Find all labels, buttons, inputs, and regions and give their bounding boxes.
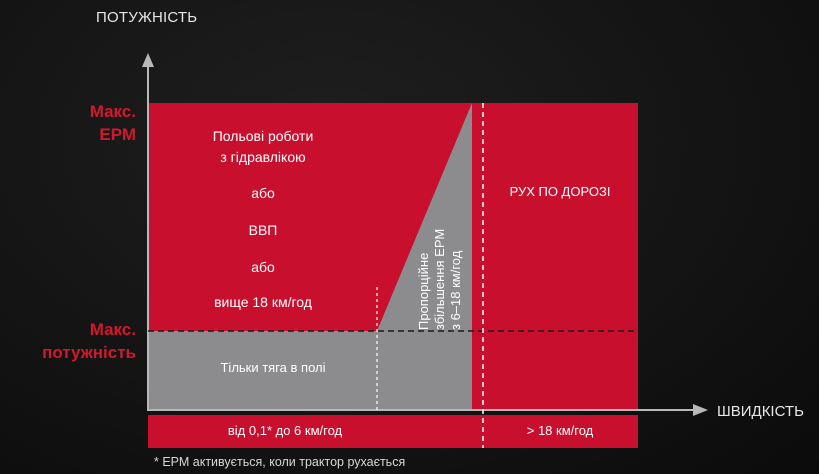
proportional-ramp xyxy=(377,103,472,410)
proportional-label-line-3: з 6–18 км/год xyxy=(448,250,463,330)
traction-only-label: Тільки тяга в полі xyxy=(220,360,326,375)
speed-band-low: від 0,1* до 6 км/год xyxy=(227,423,343,438)
field-work-or-2: або xyxy=(251,259,275,275)
field-work-or-1: або xyxy=(251,185,275,201)
x-axis-arrow-icon xyxy=(693,404,708,416)
field-work-above-speed: вище 18 км/год xyxy=(214,294,312,310)
proportional-label-line-2: збільшення ЕРМ xyxy=(432,229,447,330)
speed-band xyxy=(148,415,638,448)
max-epm-label: Макс. ЕРМ xyxy=(90,100,136,146)
y-axis-title: ПОТУЖНІСТЬ xyxy=(96,9,198,26)
x-axis-title: ШВИДКІСТЬ xyxy=(717,403,804,420)
max-power-label-line-2: потужність xyxy=(42,343,136,362)
max-power-label-line-1: Макс. xyxy=(89,320,136,339)
footnote: * ЕРМ активується, коли трактор рухаєтьс… xyxy=(154,455,406,469)
proportional-label-line-1: Пропорційне xyxy=(416,253,431,330)
y-axis-arrow-icon xyxy=(142,53,154,67)
field-work-line-2: з гідравлікою xyxy=(220,149,306,165)
max-epm-label-line-2: ЕРМ xyxy=(99,125,136,144)
speed-band-high: > 18 км/год xyxy=(526,423,594,438)
field-work-pto: ВВП xyxy=(248,222,278,238)
road-label: РУХ ПО ДОРОЗІ xyxy=(509,184,611,199)
max-power-label: Макс. потужність xyxy=(42,318,136,364)
max-epm-label-line-1: Макс. xyxy=(89,102,136,121)
field-work-line-1: Польові роботи xyxy=(212,128,314,144)
traction-band xyxy=(148,331,377,410)
field-work-label: Польові роботи з гідравлікою xyxy=(188,126,338,168)
